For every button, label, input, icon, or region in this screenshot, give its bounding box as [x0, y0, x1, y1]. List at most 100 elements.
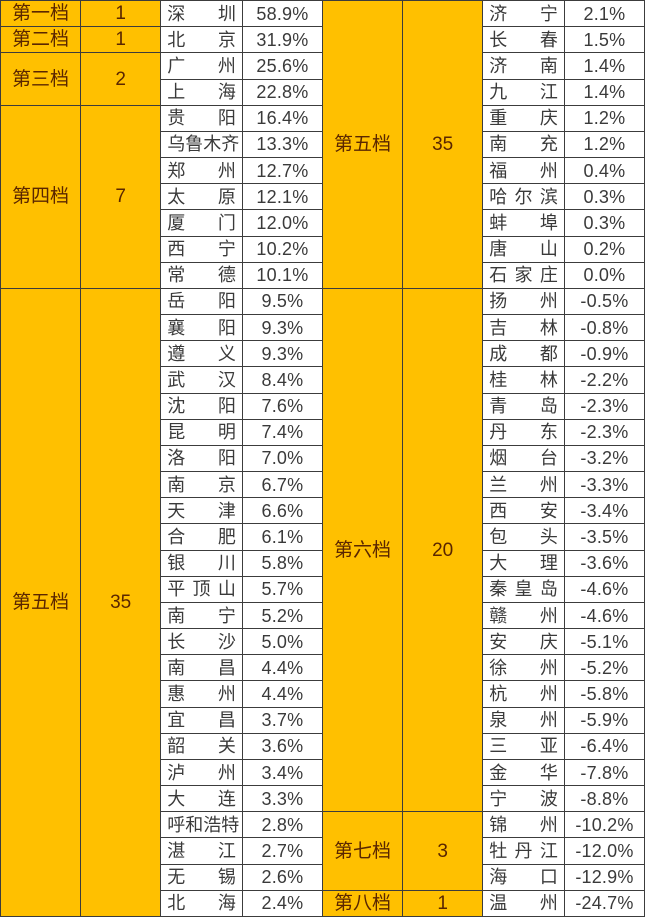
pct-value-cell: -3.2%: [564, 445, 644, 472]
city-name-cell: 惠州: [161, 681, 242, 707]
tier-count-cell: 2: [81, 53, 161, 105]
pct-value-cell: 7.4%: [242, 419, 322, 445]
tier-count-cell: 1: [81, 1, 161, 27]
pct-value-cell: 3.3%: [242, 786, 322, 812]
pct-value-cell: 9.5%: [242, 288, 322, 315]
city-name-cell: 济南: [483, 53, 564, 79]
city-name-cell: 郑州: [161, 158, 242, 184]
pct-value-cell: 58.9%: [242, 1, 322, 27]
city-name-cell: 广州: [161, 53, 242, 79]
city-name-cell: 上海: [161, 79, 242, 105]
pct-value-cell: 7.6%: [242, 393, 322, 419]
tier-count-cell: 35: [403, 1, 483, 288]
pct-value-cell: 6.7%: [242, 472, 322, 498]
table-half-left: 第一档 1 深圳 58.9% 第二档 1 北京 31.9% 第三档 2 广州 25.6% 上海 22.8%…: [1, 1, 322, 916]
city-name-cell: 武汉: [161, 367, 242, 393]
pct-value-cell: -0.8%: [564, 315, 644, 341]
city-name-cell: 南充: [483, 131, 564, 158]
tier-label-cell: 第四档: [1, 105, 81, 288]
tier-count-cell: 1: [81, 27, 161, 53]
city-name-cell: 锦州: [483, 812, 564, 838]
city-name-cell: 金华: [483, 759, 564, 786]
city-name-cell: 福州: [483, 158, 564, 184]
city-name-cell: 海口: [483, 864, 564, 890]
pct-value-cell: -4.6%: [564, 602, 644, 629]
pct-value-cell: 1.4%: [564, 79, 644, 105]
pct-value-cell: 13.3%: [242, 131, 322, 158]
city-name-cell: 昆明: [161, 419, 242, 445]
city-name-cell: 大理: [483, 550, 564, 576]
pct-value-cell: 25.6%: [242, 53, 322, 79]
city-name-cell: 长春: [483, 27, 564, 53]
pct-value-cell: 0.2%: [564, 236, 644, 262]
pct-value-cell: -5.9%: [564, 707, 644, 733]
city-name-cell: 扬州: [483, 288, 564, 315]
city-name-cell: 丹东: [483, 419, 564, 445]
city-name-cell: 安庆: [483, 629, 564, 655]
pct-value-cell: 9.3%: [242, 315, 322, 341]
city-name-cell: 杭州: [483, 681, 564, 707]
city-name-cell: 秦皇岛: [483, 576, 564, 602]
city-name-cell: 烟台: [483, 445, 564, 472]
pct-value-cell: -5.8%: [564, 681, 644, 707]
city-name-cell: 南京: [161, 472, 242, 498]
tier-label-cell: 第一档: [1, 1, 81, 27]
city-name-cell: 银川: [161, 550, 242, 576]
pct-value-cell: -3.6%: [564, 550, 644, 576]
pct-value-cell: -10.2%: [564, 812, 644, 838]
pct-value-cell: -3.3%: [564, 472, 644, 498]
pct-value-cell: 3.6%: [242, 733, 322, 759]
tier-label-cell: 第二档: [1, 27, 81, 53]
city-name-cell: 西安: [483, 498, 564, 524]
city-name-cell: 湛江: [161, 838, 242, 864]
pct-value-cell: 31.9%: [242, 27, 322, 53]
tier-label-cell: 第三档: [1, 53, 81, 105]
tier-count-cell: 3: [403, 812, 483, 890]
pct-value-cell: 7.0%: [242, 445, 322, 472]
pct-value-cell: -5.2%: [564, 655, 644, 681]
city-name-cell: 兰州: [483, 472, 564, 498]
city-name-cell: 包头: [483, 524, 564, 550]
pct-value-cell: -8.8%: [564, 786, 644, 812]
city-name-cell: 泉州: [483, 707, 564, 733]
city-name-cell: 石家庄: [483, 262, 564, 288]
pct-value-cell: -12.9%: [564, 864, 644, 890]
table-half-right: 第五档 35 济宁 2.1% 长春 1.5% 济南 1.4% 九江 1.4% 重庆 1.2% 南充 1.2…: [323, 1, 644, 916]
pct-value-cell: 1.4%: [564, 53, 644, 79]
pct-value-cell: -6.4%: [564, 733, 644, 759]
city-name-cell: 唐山: [483, 236, 564, 262]
tier-label-cell: 第七档: [323, 812, 403, 890]
city-name-cell: 宜昌: [161, 707, 242, 733]
pct-value-cell: 1.2%: [564, 131, 644, 158]
city-name-cell: 呼和浩特: [161, 812, 242, 838]
pct-value-cell: 2.7%: [242, 838, 322, 864]
tier-count-cell: 35: [81, 288, 161, 916]
pct-value-cell: 10.2%: [242, 236, 322, 262]
tier-count-cell: 1: [403, 890, 483, 916]
pct-value-cell: 9.3%: [242, 341, 322, 367]
pct-value-cell: -0.5%: [564, 288, 644, 315]
city-name-cell: 泸州: [161, 759, 242, 786]
pct-value-cell: -24.7%: [564, 890, 644, 916]
city-name-cell: 洛阳: [161, 445, 242, 472]
pct-value-cell: 0.3%: [564, 184, 644, 210]
city-name-cell: 北海: [161, 890, 242, 916]
pct-value-cell: 8.4%: [242, 367, 322, 393]
pct-value-cell: 2.4%: [242, 890, 322, 916]
pct-value-cell: -2.3%: [564, 419, 644, 445]
city-name-cell: 宁波: [483, 786, 564, 812]
city-name-cell: 沈阳: [161, 393, 242, 419]
city-name-cell: 南宁: [161, 602, 242, 629]
pct-value-cell: 1.5%: [564, 27, 644, 53]
city-name-cell: 济宁: [483, 1, 564, 27]
pct-value-cell: 2.6%: [242, 864, 322, 890]
city-name-cell: 平顶山: [161, 576, 242, 602]
pct-value-cell: 10.1%: [242, 262, 322, 288]
tier-label-cell: 第八档: [323, 890, 403, 916]
city-name-cell: 西宁: [161, 236, 242, 262]
pct-value-cell: 2.1%: [564, 1, 644, 27]
pct-value-cell: 6.6%: [242, 498, 322, 524]
pct-value-cell: 5.0%: [242, 629, 322, 655]
pct-value-cell: 4.4%: [242, 681, 322, 707]
tier-label-cell: 第六档: [323, 288, 403, 812]
